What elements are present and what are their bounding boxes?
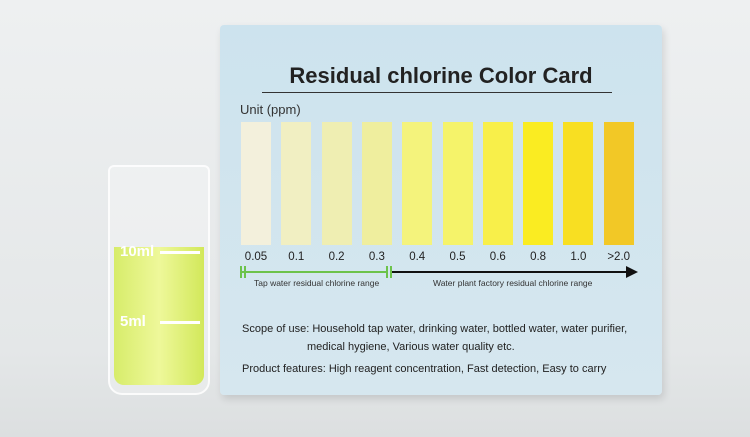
- swatch-label: 0.6: [489, 251, 506, 263]
- test-vial: 10ml 5ml: [108, 165, 210, 395]
- product-features: Product features: High reagent concentra…: [242, 363, 607, 375]
- swatch-label: 0.5: [449, 251, 466, 263]
- color-swatch: [321, 122, 352, 245]
- vial-mark-5ml: 5ml: [120, 313, 146, 330]
- title-underline: [262, 92, 612, 93]
- swatch-label: >2.0: [607, 251, 631, 263]
- range-marker-mid: [386, 266, 392, 278]
- swatch-label: 0.4: [409, 251, 426, 263]
- unit-label: Unit (ppm): [240, 102, 301, 117]
- swatch-label: 0.05: [244, 251, 268, 263]
- swatch-label: 0.1: [288, 251, 305, 263]
- color-swatch: [241, 122, 271, 245]
- color-swatch: [563, 122, 594, 245]
- color-swatch: [361, 122, 392, 245]
- tap-range-line: [242, 271, 388, 273]
- plant-range-line: [392, 271, 628, 273]
- vial-tick-10ml: [160, 251, 200, 254]
- scope-line-2: medical hygiene, Various water quality e…: [307, 341, 515, 353]
- vial-mark-10ml: 10ml: [120, 243, 155, 260]
- color-card: Residual chlorine Color Card Unit (ppm) …: [220, 25, 662, 395]
- vial-tick-5ml: [160, 321, 200, 324]
- vial-liquid: [114, 247, 204, 385]
- swatch-label: 0.3: [368, 251, 385, 263]
- color-swatch: [442, 122, 473, 245]
- color-swatch: [523, 122, 554, 245]
- swatch-label: 0.8: [530, 251, 547, 263]
- swatch-label: 0.2: [328, 251, 345, 263]
- color-swatch: [603, 122, 634, 245]
- color-swatch: [482, 122, 513, 245]
- scope-line-1: Scope of use: Household tap water, drink…: [242, 323, 628, 335]
- color-swatch: [281, 122, 312, 245]
- arrow-head-icon: [626, 266, 638, 278]
- tap-range-label: Tap water residual chlorine range: [254, 278, 380, 288]
- color-swatch: [402, 122, 433, 245]
- card-title: Residual chlorine Color Card: [289, 63, 593, 88]
- plant-range-label: Water plant factory residual chlorine ra…: [433, 278, 593, 288]
- swatch-label: 1.0: [570, 251, 587, 263]
